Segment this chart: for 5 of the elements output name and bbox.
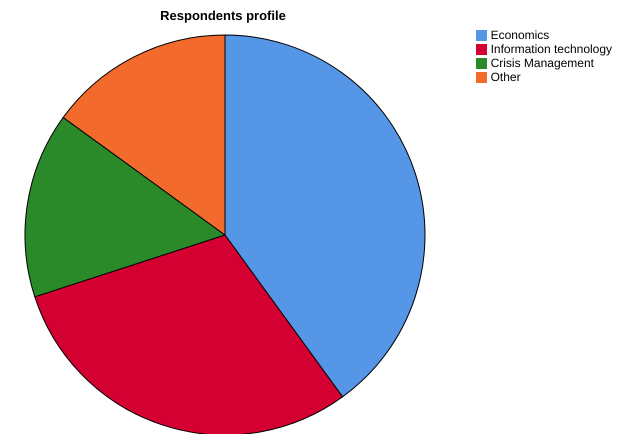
chart-title: Respondents profile xyxy=(159,8,287,23)
legend-label: Crisis Management xyxy=(490,56,594,70)
legend-label: Other xyxy=(490,70,521,84)
legend-label: Information technology xyxy=(490,42,612,56)
legend-label: Economics xyxy=(490,28,550,42)
